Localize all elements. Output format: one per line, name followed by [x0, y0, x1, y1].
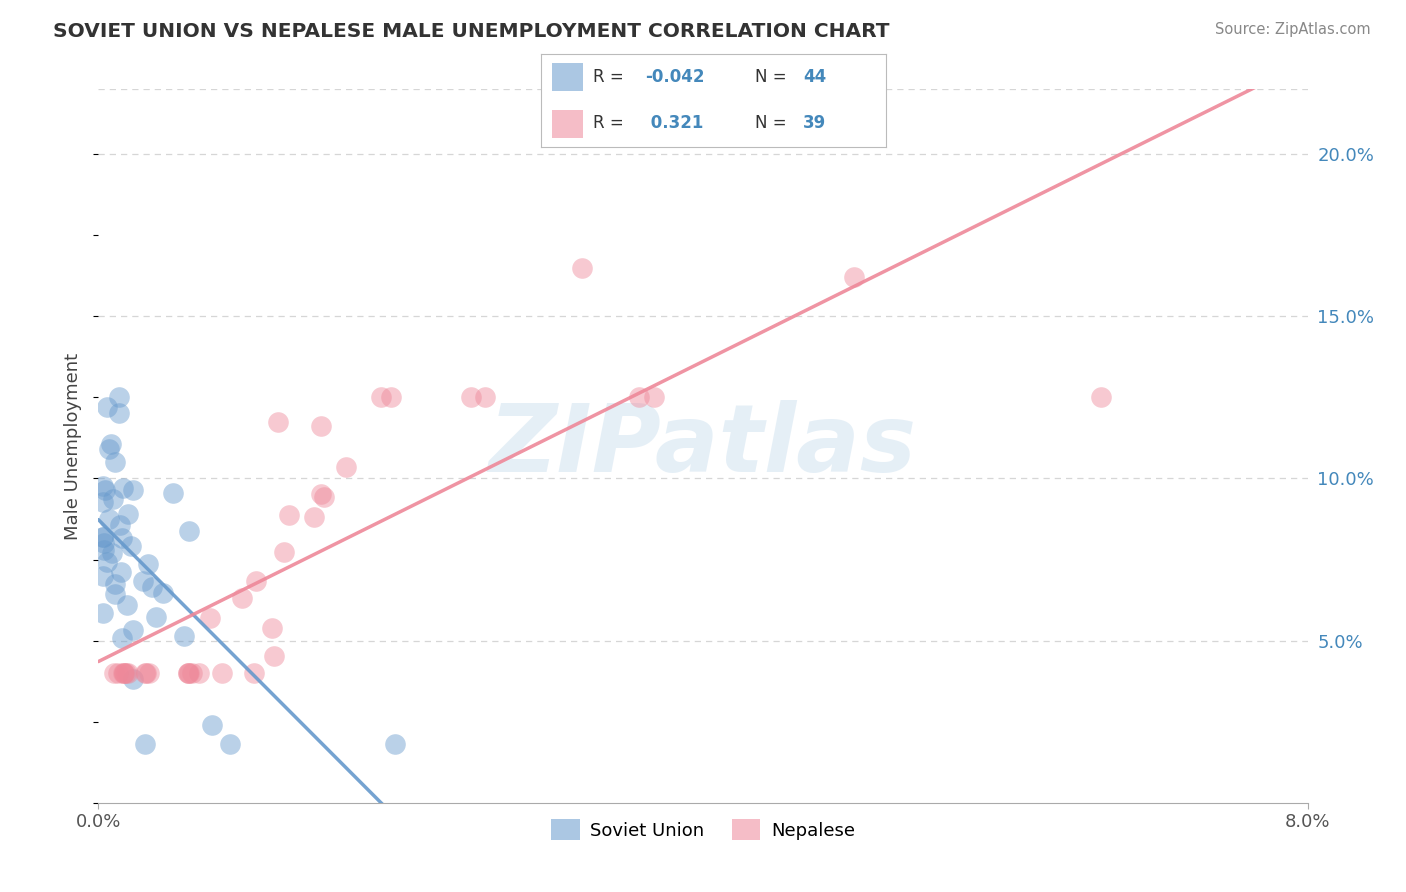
Point: [460, 390, 482, 404]
Point: [111, 666, 134, 681]
Point: [314, 490, 336, 504]
Point: [180, 666, 202, 681]
Point: [110, 565, 132, 579]
Point: [108, 390, 131, 404]
Point: [136, 557, 159, 571]
Point: [384, 738, 406, 752]
Point: [121, 623, 143, 637]
Point: [242, 666, 264, 681]
Point: [103, 666, 125, 681]
Point: [177, 666, 200, 681]
Point: [844, 270, 866, 285]
Point: [93, 536, 115, 550]
Point: [263, 649, 285, 664]
Point: [98, 511, 121, 525]
Text: 44: 44: [803, 69, 827, 87]
Point: [474, 390, 496, 404]
Point: [162, 485, 184, 500]
Point: [94, 483, 117, 497]
Point: [96, 400, 118, 414]
Point: [122, 483, 145, 497]
Point: [138, 666, 160, 681]
Point: [173, 629, 195, 643]
Point: [108, 518, 131, 533]
Point: [380, 390, 402, 404]
Point: [201, 718, 224, 732]
Bar: [551, 110, 582, 138]
Point: [111, 531, 134, 545]
Point: [114, 666, 136, 681]
Point: [100, 437, 122, 451]
Point: [103, 587, 125, 601]
Point: [91, 495, 114, 509]
Point: [643, 390, 665, 404]
Point: [97, 442, 120, 456]
Point: [152, 586, 174, 600]
Point: [1090, 390, 1112, 404]
Text: R =: R =: [593, 69, 628, 87]
Point: [122, 672, 145, 686]
Text: SOVIET UNION VS NEPALESE MALE UNEMPLOYMENT CORRELATION CHART: SOVIET UNION VS NEPALESE MALE UNEMPLOYME…: [53, 22, 890, 41]
Text: Source: ZipAtlas.com: Source: ZipAtlas.com: [1215, 22, 1371, 37]
Point: [141, 580, 163, 594]
Point: [101, 547, 124, 561]
Point: [231, 591, 253, 605]
Text: N =: N =: [755, 69, 792, 87]
Point: [370, 390, 392, 404]
Point: [112, 481, 135, 495]
Text: R =: R =: [593, 114, 628, 132]
Point: [91, 568, 114, 582]
Point: [179, 524, 201, 539]
Point: [267, 416, 290, 430]
Text: -0.042: -0.042: [645, 69, 704, 87]
Point: [302, 510, 325, 524]
Point: [91, 606, 114, 620]
Point: [273, 545, 295, 559]
Point: [134, 666, 156, 681]
Point: [117, 666, 139, 681]
Point: [104, 577, 127, 591]
Text: 0.321: 0.321: [645, 114, 703, 132]
Point: [335, 460, 357, 475]
Point: [93, 543, 115, 558]
Text: 39: 39: [803, 114, 827, 132]
Y-axis label: Male Unemployment: Male Unemployment: [65, 352, 83, 540]
Point: [200, 610, 222, 624]
Point: [107, 666, 129, 681]
Point: [135, 666, 157, 681]
Point: [101, 492, 124, 507]
Point: [117, 507, 139, 521]
Point: [145, 610, 167, 624]
Point: [571, 260, 593, 275]
Point: [112, 666, 135, 681]
Point: [311, 419, 333, 434]
Point: [309, 487, 332, 501]
Bar: [551, 63, 582, 91]
Point: [179, 666, 201, 681]
Point: [134, 738, 156, 752]
Legend: Soviet Union, Nepalese: Soviet Union, Nepalese: [544, 812, 862, 847]
Text: N =: N =: [755, 114, 792, 132]
Point: [96, 555, 118, 569]
Point: [211, 666, 233, 681]
Point: [278, 508, 301, 522]
Point: [112, 666, 135, 681]
Point: [104, 455, 127, 469]
Point: [120, 539, 142, 553]
Point: [91, 478, 114, 492]
Point: [260, 621, 283, 635]
Point: [91, 530, 114, 544]
Point: [628, 390, 651, 404]
Text: ZIPatlas: ZIPatlas: [489, 400, 917, 492]
Point: [245, 574, 267, 589]
Point: [111, 631, 134, 645]
Point: [176, 666, 198, 681]
Point: [91, 530, 114, 544]
Point: [219, 738, 242, 752]
Point: [115, 598, 138, 612]
Point: [107, 406, 129, 420]
Point: [131, 574, 153, 589]
Point: [188, 666, 211, 681]
